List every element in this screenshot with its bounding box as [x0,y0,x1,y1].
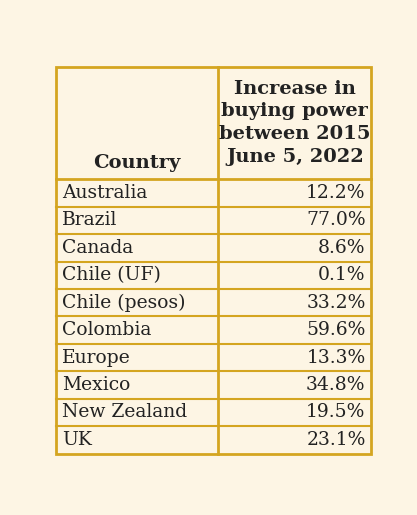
Text: Europe: Europe [62,349,131,367]
Text: Country: Country [93,154,181,172]
Text: 59.6%: 59.6% [306,321,366,339]
Text: Canada: Canada [62,239,133,257]
Text: 12.2%: 12.2% [306,184,366,202]
Text: Mexico: Mexico [62,376,130,394]
Text: 23.1%: 23.1% [306,431,366,449]
Text: Chile (pesos): Chile (pesos) [62,294,185,312]
Text: Australia: Australia [62,184,147,202]
Text: New Zealand: New Zealand [62,403,187,421]
Text: Brazil: Brazil [62,211,117,229]
Text: UK: UK [62,431,92,449]
Text: 77.0%: 77.0% [306,211,366,229]
Text: 13.3%: 13.3% [306,349,366,367]
Text: Chile (UF): Chile (UF) [62,266,161,284]
Text: Colombia: Colombia [62,321,151,339]
Text: Increase in
buying power
between 2015
June 5, 2022: Increase in buying power between 2015 Ju… [219,79,371,166]
Text: 34.8%: 34.8% [306,376,366,394]
Text: 19.5%: 19.5% [306,403,366,421]
Text: 0.1%: 0.1% [318,266,366,284]
Text: 33.2%: 33.2% [306,294,366,312]
Text: 8.6%: 8.6% [318,239,366,257]
